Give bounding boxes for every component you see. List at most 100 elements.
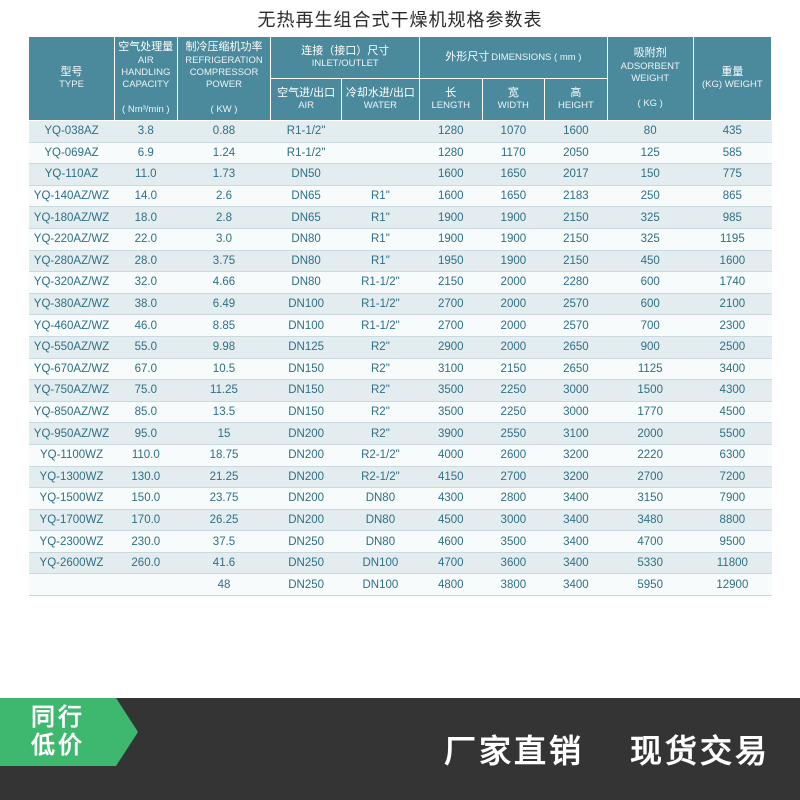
cell-in_air: R1-1/2" [271, 121, 341, 143]
cell-ads: 2000 [607, 423, 693, 445]
cell-in_water: R1-1/2" [341, 272, 419, 294]
cell-len: 1900 [420, 228, 483, 250]
cell-len: 4600 [420, 531, 483, 553]
cell-wid: 2700 [482, 466, 545, 488]
cell-comp: 1.73 [177, 164, 271, 186]
cell-in_air: DN200 [271, 423, 341, 445]
cell-comp: 18.75 [177, 444, 271, 466]
cell-in_water: R2" [341, 423, 419, 445]
cell-in_water: R1-1/2" [341, 315, 419, 337]
cell-in_water: DN100 [341, 574, 419, 596]
cell-air: 22.0 [115, 228, 178, 250]
cell-len: 3100 [420, 358, 483, 380]
cell-air: 130.0 [115, 466, 178, 488]
cell-ads: 2220 [607, 444, 693, 466]
cell-air: 85.0 [115, 401, 178, 423]
cell-in_air: DN150 [271, 358, 341, 380]
cell-hei: 2150 [545, 228, 608, 250]
cell-len: 1900 [420, 207, 483, 229]
badge-line2: 低价 [31, 732, 85, 760]
cell-ads: 80 [607, 121, 693, 143]
cell-ads: 1500 [607, 380, 693, 402]
cell-len: 4500 [420, 509, 483, 531]
cell-air: 18.0 [115, 207, 178, 229]
cell-in_air: DN100 [271, 315, 341, 337]
cell-model: YQ-1100WZ [29, 444, 115, 466]
cell-ads: 150 [607, 164, 693, 186]
cell-hei: 3200 [545, 444, 608, 466]
cell-air: 11.0 [115, 164, 178, 186]
cell-in_water: DN80 [341, 531, 419, 553]
cell-model: YQ-460AZ/WZ [29, 315, 115, 337]
cell-ads: 5950 [607, 574, 693, 596]
cell-comp: 9.98 [177, 336, 271, 358]
cell-in_water: DN80 [341, 509, 419, 531]
cell-in_water: R2" [341, 336, 419, 358]
table-row: 48DN250DN100480038003400595012900 [29, 574, 772, 596]
col-ads: 吸附剂 ADSORBENT WEIGHT ( KG ) [607, 37, 693, 121]
cell-hei: 2570 [545, 293, 608, 315]
cell-wt: 2300 [693, 315, 771, 337]
spec-table-container: 型号 TYPE 空气处理量 AIR HANDLING CAPACITY ( Nm… [0, 36, 800, 698]
cell-in_air: DN65 [271, 207, 341, 229]
cell-comp: 15 [177, 423, 271, 445]
cell-in_water: R1" [341, 250, 419, 272]
cell-comp: 4.66 [177, 272, 271, 294]
cell-ads: 700 [607, 315, 693, 337]
cell-in_air: DN80 [271, 272, 341, 294]
cell-ads: 600 [607, 293, 693, 315]
cell-wt: 12900 [693, 574, 771, 596]
cell-in_water: R2" [341, 358, 419, 380]
cell-wt: 8800 [693, 509, 771, 531]
cell-wt: 5500 [693, 423, 771, 445]
cell-air: 230.0 [115, 531, 178, 553]
cell-hei: 3400 [545, 552, 608, 574]
cell-air: 3.8 [115, 121, 178, 143]
col-length: 长LENGTH [420, 79, 483, 121]
cell-air: 170.0 [115, 509, 178, 531]
cell-model: YQ-320AZ/WZ [29, 272, 115, 294]
cell-model [29, 574, 115, 596]
cell-in_air: DN200 [271, 444, 341, 466]
cell-comp: 1.24 [177, 142, 271, 164]
cell-wid: 3800 [482, 574, 545, 596]
cell-in_air: DN50 [271, 164, 341, 186]
cell-wt: 2500 [693, 336, 771, 358]
cell-air: 14.0 [115, 185, 178, 207]
table-row: YQ-069AZ6.91.24R1-1/2"128011702050125585 [29, 142, 772, 164]
cell-comp: 3.0 [177, 228, 271, 250]
cell-wt: 585 [693, 142, 771, 164]
cell-comp: 10.5 [177, 358, 271, 380]
col-height: 高HEIGHT [545, 79, 608, 121]
cell-air: 6.9 [115, 142, 178, 164]
cell-ads: 250 [607, 185, 693, 207]
cell-comp: 13.5 [177, 401, 271, 423]
cell-comp: 2.8 [177, 207, 271, 229]
cell-air: 32.0 [115, 272, 178, 294]
cell-len: 1280 [420, 142, 483, 164]
cell-wt: 2100 [693, 293, 771, 315]
cell-wt: 985 [693, 207, 771, 229]
cell-len: 4300 [420, 488, 483, 510]
cell-comp: 8.85 [177, 315, 271, 337]
cell-air: 95.0 [115, 423, 178, 445]
table-row: YQ-280AZ/WZ28.03.75DN80R1"19501900215045… [29, 250, 772, 272]
cell-comp: 3.75 [177, 250, 271, 272]
cell-wt: 435 [693, 121, 771, 143]
cell-wid: 2000 [482, 272, 545, 294]
cell-in_water: R2" [341, 401, 419, 423]
spec-table: 型号 TYPE 空气处理量 AIR HANDLING CAPACITY ( Nm… [28, 36, 772, 596]
badge-line1: 同行 [31, 704, 85, 732]
table-row: YQ-140AZ/WZ14.02.6DN65R1"160016502183250… [29, 185, 772, 207]
cell-hei: 2150 [545, 207, 608, 229]
cell-comp: 48 [177, 574, 271, 596]
cell-hei: 2050 [545, 142, 608, 164]
cell-ads: 3480 [607, 509, 693, 531]
cell-in_air: R1-1/2" [271, 142, 341, 164]
cell-hei: 2650 [545, 336, 608, 358]
cell-wid: 3500 [482, 531, 545, 553]
col-inlet: 连接（接口）尺寸 INLET/OUTLET [271, 37, 420, 79]
cell-wid: 1900 [482, 250, 545, 272]
cell-model: YQ-1300WZ [29, 466, 115, 488]
cell-model: YQ-850AZ/WZ [29, 401, 115, 423]
